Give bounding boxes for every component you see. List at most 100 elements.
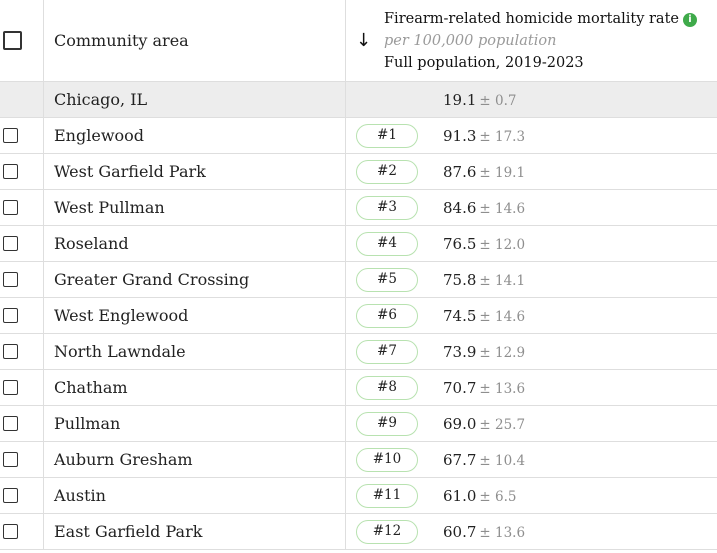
rate-number: 61.0 bbox=[443, 486, 477, 505]
column-header-label: Community area bbox=[54, 31, 189, 50]
community-name: Englewood bbox=[43, 117, 346, 154]
row-checkbox-cell bbox=[0, 189, 44, 226]
rate-number: 76.5 bbox=[443, 234, 477, 253]
table-row[interactable]: East Garfield Park #12 60.7 ± 13.6 bbox=[0, 513, 717, 550]
rate-value: 69.0 ± 25.7 bbox=[443, 415, 525, 433]
rate-value: 91.3 ± 17.3 bbox=[443, 127, 525, 145]
city-checkbox-cell bbox=[0, 81, 44, 118]
select-all-checkbox[interactable] bbox=[3, 31, 22, 50]
table-row[interactable]: Chatham #8 70.7 ± 13.6 bbox=[0, 369, 717, 406]
column-header-metric[interactable]: ↓ Firearm-related homicide mortality rat… bbox=[345, 0, 717, 82]
rank-badge: #1 bbox=[356, 123, 418, 148]
table-row[interactable]: Austin #11 61.0 ± 6.5 bbox=[0, 477, 717, 514]
row-checkbox-cell bbox=[0, 477, 44, 514]
rank-badge: #4 bbox=[356, 231, 418, 256]
margin-of-error: ± 12.9 bbox=[479, 344, 526, 361]
row-checkbox[interactable] bbox=[3, 344, 18, 359]
community-name: Auburn Gresham bbox=[43, 441, 346, 478]
row-checkbox[interactable] bbox=[3, 128, 18, 143]
community-name: West Garfield Park bbox=[43, 153, 346, 190]
table-row[interactable]: North Lawndale #7 73.9 ± 12.9 bbox=[0, 333, 717, 370]
rate-cell: #6 74.5 ± 14.6 bbox=[345, 297, 717, 334]
rate-cell: #10 67.7 ± 10.4 bbox=[345, 441, 717, 478]
community-name: Chatham bbox=[43, 369, 346, 406]
community-name: Roseland bbox=[43, 225, 346, 262]
table-row[interactable]: West Englewood #6 74.5 ± 14.6 bbox=[0, 297, 717, 334]
margin-of-error: ± 25.7 bbox=[479, 416, 526, 433]
rate-cell: #12 60.7 ± 13.6 bbox=[345, 513, 717, 550]
rate-cell: #4 76.5 ± 12.0 bbox=[345, 225, 717, 262]
row-checkbox[interactable] bbox=[3, 164, 18, 179]
margin-of-error: ± 19.1 bbox=[479, 164, 526, 181]
rank-badge: #3 bbox=[356, 195, 418, 220]
table-row[interactable]: West Garfield Park #2 87.6 ± 19.1 bbox=[0, 153, 717, 190]
rate-value: 84.6 ± 14.6 bbox=[443, 199, 525, 217]
row-checkbox[interactable] bbox=[3, 416, 18, 431]
rank-badge: #9 bbox=[356, 411, 418, 436]
margin-of-error: ± 14.1 bbox=[479, 272, 526, 289]
row-checkbox-cell bbox=[0, 117, 44, 154]
row-checkbox[interactable] bbox=[3, 452, 18, 467]
row-checkbox-cell bbox=[0, 333, 44, 370]
rate-cell: #3 84.6 ± 14.6 bbox=[345, 189, 717, 226]
column-header-community-area[interactable]: Community area bbox=[43, 0, 346, 82]
city-rate-cell: 19.1 ± 0.7 bbox=[345, 81, 717, 118]
rate-value: 75.8 ± 14.1 bbox=[443, 271, 525, 289]
community-name: West Pullman bbox=[43, 189, 346, 226]
row-checkbox[interactable] bbox=[3, 524, 18, 539]
table-row[interactable]: Auburn Gresham #10 67.7 ± 10.4 bbox=[0, 441, 717, 478]
header-checkbox-cell bbox=[0, 0, 44, 82]
community-name: Greater Grand Crossing bbox=[43, 261, 346, 298]
rank-badge: #2 bbox=[356, 159, 418, 184]
row-checkbox[interactable] bbox=[3, 308, 18, 323]
table-row[interactable]: West Pullman #3 84.6 ± 14.6 bbox=[0, 189, 717, 226]
city-rate-value: 19.1 ± 0.7 bbox=[443, 91, 516, 109]
margin-of-error: ± 13.6 bbox=[479, 524, 526, 541]
rate-value: 76.5 ± 12.0 bbox=[443, 235, 525, 253]
community-name: West Englewood bbox=[43, 297, 346, 334]
community-name: North Lawndale bbox=[43, 333, 346, 370]
table-row[interactable]: Pullman #9 69.0 ± 25.7 bbox=[0, 405, 717, 442]
margin-of-error: ± 12.0 bbox=[479, 236, 526, 253]
arrow-down-icon[interactable]: ↓ bbox=[356, 30, 372, 51]
city-name: Chicago, IL bbox=[43, 81, 346, 118]
margin-of-error: ± 14.6 bbox=[479, 308, 526, 325]
rate-number: 87.6 bbox=[443, 162, 477, 181]
metric-title: Firearm-related homicide mortality rate bbox=[384, 10, 679, 27]
table-row[interactable]: Roseland #4 76.5 ± 12.0 bbox=[0, 225, 717, 262]
row-checkbox-cell bbox=[0, 225, 44, 262]
rank-badge: #5 bbox=[356, 267, 418, 292]
community-name: East Garfield Park bbox=[43, 513, 346, 550]
table-row[interactable]: Greater Grand Crossing #5 75.8 ± 14.1 bbox=[0, 261, 717, 298]
row-checkbox[interactable] bbox=[3, 272, 18, 287]
rank-badge: #8 bbox=[356, 375, 418, 400]
rank-badge: #11 bbox=[356, 483, 418, 508]
margin-of-error: ± 14.6 bbox=[479, 200, 526, 217]
row-checkbox-cell bbox=[0, 405, 44, 442]
row-checkbox[interactable] bbox=[3, 380, 18, 395]
table-row[interactable]: Englewood #1 91.3 ± 17.3 bbox=[0, 117, 717, 154]
rate-cell: #2 87.6 ± 19.1 bbox=[345, 153, 717, 190]
row-checkbox[interactable] bbox=[3, 200, 18, 215]
rate-cell: #11 61.0 ± 6.5 bbox=[345, 477, 717, 514]
rank-badge: #12 bbox=[356, 519, 418, 544]
rate-number: 60.7 bbox=[443, 522, 477, 541]
header-row: Community area ↓ Firearm-related homicid… bbox=[0, 0, 717, 82]
row-checkbox-cell bbox=[0, 513, 44, 550]
rate-number: 84.6 bbox=[443, 198, 477, 217]
rate-value: 67.7 ± 10.4 bbox=[443, 451, 525, 469]
row-checkbox-cell bbox=[0, 297, 44, 334]
row-checkbox[interactable] bbox=[3, 488, 18, 503]
row-checkbox-cell bbox=[0, 153, 44, 190]
info-icon[interactable]: i bbox=[682, 12, 697, 27]
row-checkbox[interactable] bbox=[3, 236, 18, 251]
rate-value: 60.7 ± 13.6 bbox=[443, 523, 525, 541]
rate-value: 70.7 ± 13.6 bbox=[443, 379, 525, 397]
margin-of-error: ± 0.7 bbox=[479, 92, 517, 109]
rate-cell: #7 73.9 ± 12.9 bbox=[345, 333, 717, 370]
rate-cell: #9 69.0 ± 25.7 bbox=[345, 405, 717, 442]
community-name: Pullman bbox=[43, 405, 346, 442]
row-checkbox-cell bbox=[0, 369, 44, 406]
row-checkbox-cell bbox=[0, 441, 44, 478]
rate-cell: #1 91.3 ± 17.3 bbox=[345, 117, 717, 154]
